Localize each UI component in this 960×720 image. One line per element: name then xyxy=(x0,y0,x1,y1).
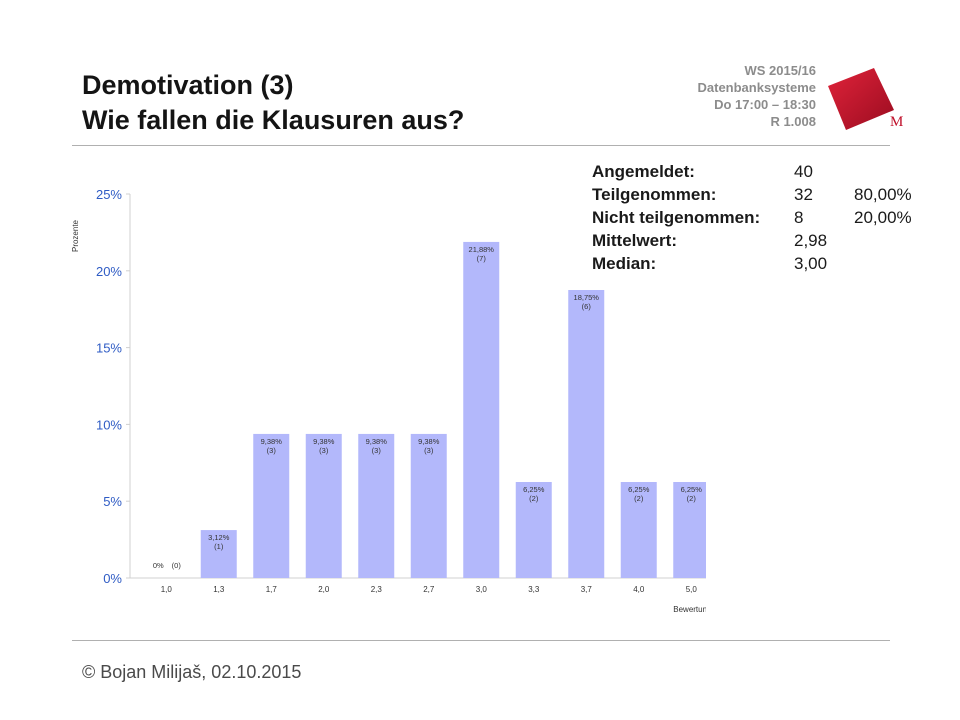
bar-value-label: 9,38% xyxy=(366,437,388,446)
x-axis-label: Bewertung xyxy=(673,605,706,614)
stats-label: Nicht teilgenommen: xyxy=(592,208,761,227)
y-tick-label: 10% xyxy=(96,417,122,432)
course-time: Do 17:00 – 18:30 xyxy=(714,97,816,112)
stats-percent: 80,00% xyxy=(854,185,912,204)
stats-value: 40 xyxy=(794,162,813,181)
bar xyxy=(515,482,552,578)
stats-label: Teilgenommen: xyxy=(592,185,717,204)
stats-value: 3,00 xyxy=(794,254,828,273)
bar xyxy=(463,241,500,578)
slide-title-line2: Wie fallen die Klausuren aus? xyxy=(82,105,465,135)
bar xyxy=(673,482,706,578)
course-name: Datenbanksysteme xyxy=(697,80,817,95)
x-tick-label: 2,0 xyxy=(318,585,330,594)
footer-copyright: © Bojan Milijaš, 02.10.2015 xyxy=(82,662,302,682)
y-tick-label: 25% xyxy=(96,187,122,202)
x-tick-label: 1,0 xyxy=(161,585,173,594)
bar-count-label: (2) xyxy=(687,494,697,503)
x-tick-label: 5,0 xyxy=(686,585,698,594)
bar-value-label: 6,25% xyxy=(681,485,703,494)
bar-value-label: 0% xyxy=(153,561,164,570)
bar-count-label: (3) xyxy=(319,446,329,455)
stats-label: Mittelwert: xyxy=(592,231,677,250)
stats-label: Median: xyxy=(592,254,657,273)
stats-value: 32 xyxy=(794,185,813,204)
course-room: R 1.008 xyxy=(770,114,816,129)
bar-value-label: 6,25% xyxy=(628,485,650,494)
university-logo-icon: M xyxy=(828,68,903,130)
bar xyxy=(200,530,237,578)
slide-title-line1: Demotivation (3) xyxy=(82,70,294,100)
bar-count-label: (3) xyxy=(424,446,434,455)
y-tick-label: 0% xyxy=(103,571,122,586)
stats-percent: 20,00% xyxy=(854,208,912,227)
bar-count-label: (3) xyxy=(372,446,382,455)
x-tick-label: 2,7 xyxy=(423,585,435,594)
bar xyxy=(410,433,447,578)
grade-distribution-chart: 0% 5% 10% 15% 20% 25% Prozente 0% (0) 1,0 3,12%(1)… xyxy=(71,187,706,614)
bar-count-label: (2) xyxy=(529,494,539,503)
bar xyxy=(568,290,605,578)
bar-count-label: (7) xyxy=(477,254,487,263)
bar-value-label: 6,25% xyxy=(523,485,545,494)
x-tick-label: 3,0 xyxy=(476,585,488,594)
bar-value-label: 9,38% xyxy=(313,437,335,446)
bar-value-label: 21,88% xyxy=(469,245,495,254)
bar-count-label: (6) xyxy=(582,302,592,311)
x-tick-label: 4,0 xyxy=(633,585,645,594)
bar-value-label: 9,38% xyxy=(418,437,440,446)
footer-divider xyxy=(72,640,890,641)
bar-count-label: (1) xyxy=(214,542,224,551)
logo-letter: M xyxy=(890,114,903,130)
bar-count-label: (2) xyxy=(634,494,644,503)
slide-title: Demotivation (3) Wie fallen die Klausure… xyxy=(82,68,464,138)
bar-count-label: (0) xyxy=(172,561,182,570)
bar-value-label: 3,12% xyxy=(208,533,230,542)
y-tick-label: 15% xyxy=(96,341,122,356)
y-tick-label: 5% xyxy=(103,494,122,509)
x-tick-label: 3,3 xyxy=(528,585,540,594)
bar-value-label: 9,38% xyxy=(261,437,283,446)
bar xyxy=(620,482,657,578)
stats-label: Angemeldet: xyxy=(592,162,695,181)
x-tick-label: 3,7 xyxy=(581,585,593,594)
bar-value-label: 18,75% xyxy=(574,293,600,302)
course-term: WS 2015/16 xyxy=(744,63,816,78)
bar xyxy=(358,433,395,578)
course-info: WS 2015/16 Datenbanksysteme Do 17:00 – 1… xyxy=(600,62,817,130)
stats-value: 2,98 xyxy=(794,231,828,250)
x-tick-label: 1,7 xyxy=(266,585,278,594)
x-tick-label: 2,3 xyxy=(371,585,383,594)
bar-count-label: (3) xyxy=(267,446,277,455)
x-tick-label: 1,3 xyxy=(213,585,225,594)
bar xyxy=(253,433,290,578)
header-divider xyxy=(72,145,890,146)
bar xyxy=(305,433,342,578)
y-axis-label: Prozente xyxy=(71,219,80,252)
stats-value: 8 xyxy=(794,208,804,227)
y-tick-label: 20% xyxy=(96,264,122,279)
